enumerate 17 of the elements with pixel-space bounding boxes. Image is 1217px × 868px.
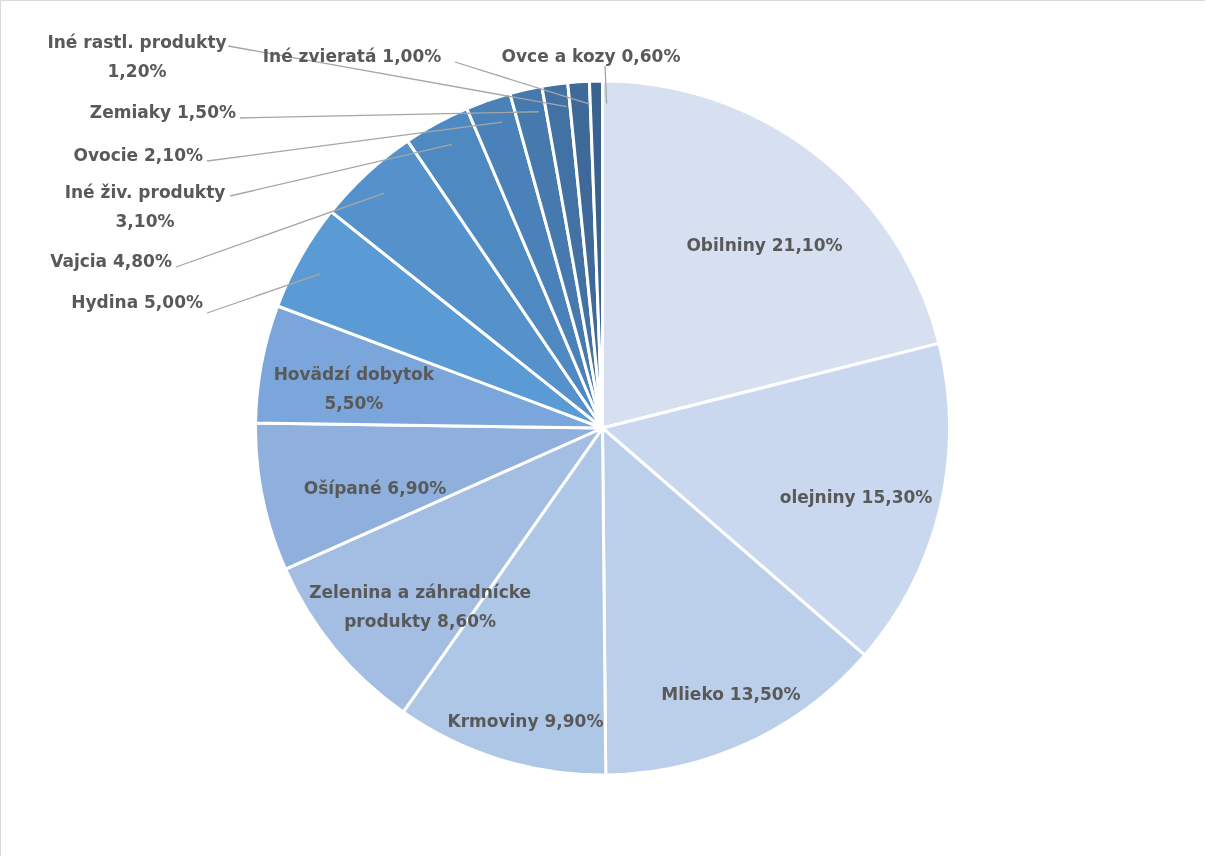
slice-label: Iné rastl. produkty xyxy=(47,32,227,52)
slice-label: Iné živ. produkty xyxy=(64,182,226,202)
slice-label: Zemiaky 1,50% xyxy=(89,102,236,122)
slice-label: olejniny 15,30% xyxy=(779,486,933,507)
slice-label: Ovocie 2,10% xyxy=(73,145,203,165)
slice-label: Vajcia 4,80% xyxy=(50,251,172,271)
data-label: 3,10% xyxy=(115,211,175,231)
slice-label: Mlieko 13,50% xyxy=(661,684,801,705)
slice-label: Hovädzí dobytok xyxy=(273,364,435,385)
slice-label: Ošípané 6,90% xyxy=(303,477,447,498)
data-label: 5,50% xyxy=(324,393,384,414)
slice-label: Krmoviny 9,90% xyxy=(447,710,604,731)
slice-label: Iné zvieratá 1,00% xyxy=(262,46,442,66)
data-label: 1,20% xyxy=(107,61,167,81)
slice-label: Ovce a kozy 0,60% xyxy=(501,46,681,66)
slice-label: Hydina 5,00% xyxy=(71,292,203,312)
slice-label: Obilniny 21,10% xyxy=(686,234,843,255)
